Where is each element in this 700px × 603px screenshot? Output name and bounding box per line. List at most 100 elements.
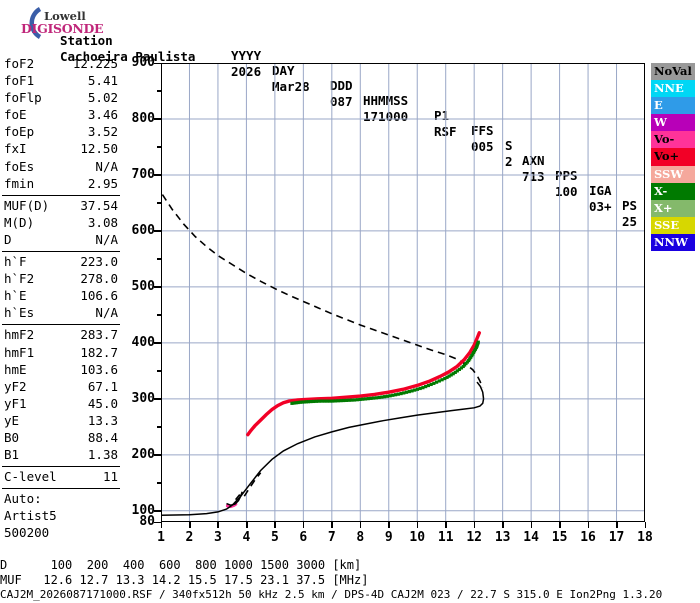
header-label-iga: IGA <box>589 183 612 198</box>
header-label-yyyy: YYYY <box>231 48 262 63</box>
param-row: foE 3.46 <box>0 107 122 124</box>
trace-point <box>469 355 473 359</box>
trace-point <box>344 398 349 402</box>
header-label-axn: AXN <box>522 153 545 168</box>
legend-item-vo[interactable]: Vo- <box>651 131 695 149</box>
param-key: yF1 <box>4 395 27 411</box>
trace-point <box>320 399 324 403</box>
trace-x-extraordinary-trace <box>290 340 480 405</box>
trace-point <box>415 387 420 391</box>
trace-point <box>306 400 310 404</box>
x-axis-major-tick <box>416 522 419 528</box>
legend-item-w[interactable]: W <box>651 114 695 132</box>
param-row: foEs N/A <box>0 159 122 176</box>
x-axis-label-7: 7 <box>327 530 336 545</box>
x-axis-label-5: 5 <box>270 530 279 545</box>
legend-item-x[interactable]: X+ <box>651 199 695 217</box>
y-axis-major-tick <box>154 230 161 233</box>
param-key: foE <box>4 107 27 123</box>
y-axis-major-tick <box>154 174 161 177</box>
param-row: yE 13.3 <box>0 413 122 430</box>
trace-point <box>377 395 381 400</box>
x-axis-label-11: 11 <box>437 530 454 545</box>
param-key: B1 <box>4 447 20 463</box>
x-axis-label-13: 13 <box>494 530 511 545</box>
trace-point <box>457 367 461 372</box>
polarization-legend: NoVal NNE E W Vo- Vo+ SSW X- X+ SSE NNW <box>651 63 695 252</box>
legend-item-x[interactable]: X- <box>651 182 695 200</box>
trace-point <box>472 349 477 353</box>
legend-item-noval[interactable]: NoVal <box>651 63 695 81</box>
param-key: foF2 <box>4 56 35 71</box>
param-key: foF1 <box>4 73 35 89</box>
param-value: 106.6 <box>80 288 118 304</box>
trace-true-height-profile-n-h- <box>161 398 485 517</box>
x-axis-major-tick <box>302 522 305 528</box>
trace-point <box>434 380 439 384</box>
x-axis-label-17: 17 <box>608 530 625 545</box>
param-value: 88.4 <box>87 429 118 445</box>
trace-point <box>292 401 296 405</box>
auto-scaler: Artist5 <box>4 508 57 524</box>
trace-point <box>353 398 357 402</box>
param-group-clevel: C-level 11 <box>0 469 122 486</box>
header-value-day: Mar28 <box>272 79 310 94</box>
trace-point <box>339 399 343 403</box>
y-axis-major-tick <box>154 398 161 400</box>
legend-item-ssw[interactable]: SSW <box>651 165 695 183</box>
param-value: 13.3 <box>87 412 118 428</box>
digisonde-logo: Lowell DIGISONDE <box>18 6 110 40</box>
param-divider <box>2 488 120 490</box>
trace-point <box>363 397 368 401</box>
header-bar: Station YYYY DAY DDD HHMMSS P1 FFS S AXN… <box>0 18 700 229</box>
param-row: h`F 223.0 <box>0 254 122 271</box>
param-row: MUF(D) 37.54 <box>0 198 122 215</box>
trace-point <box>347 398 351 402</box>
ionogram-canvas[interactable] <box>161 63 645 522</box>
param-divider <box>2 466 120 468</box>
param-value: 12.50 <box>80 141 118 157</box>
x-axis-label-12: 12 <box>466 530 482 545</box>
param-row: D N/A <box>0 232 122 249</box>
trace-vo-ordinary-trace <box>246 331 481 437</box>
trace-point <box>333 399 338 403</box>
param-key: yE <box>4 412 20 428</box>
legend-item-e[interactable]: E <box>651 97 695 115</box>
param-group-virtual-heights: h`F 223.0 h`F2 278.0 h`E 106.6 h`Es N/A <box>0 254 122 322</box>
y-axis-label-600: 600 <box>131 222 155 238</box>
param-key: foEs <box>4 158 35 174</box>
legend-item-nnw[interactable]: NNW <box>651 233 695 252</box>
ionogram-plot[interactable] <box>161 63 645 522</box>
param-value: 2.95 <box>87 175 118 191</box>
param-row: foEp 3.52 <box>0 124 122 141</box>
x-axis-major-tick <box>359 522 362 528</box>
x-axis-label-8: 8 <box>356 530 365 545</box>
grid-lines <box>161 63 645 522</box>
trace-point <box>296 400 300 405</box>
param-key: h`F <box>4 254 27 270</box>
header-value-station: Cachoeira Paulista <box>60 49 196 64</box>
y-axis-major-tick <box>154 118 161 121</box>
y-axis-label-80: 80 <box>139 514 155 529</box>
trace-point <box>388 394 392 398</box>
legend-item-sse[interactable]: SSE <box>651 216 695 234</box>
trace-point <box>391 393 395 397</box>
legend-item-nne[interactable]: NNE <box>651 80 695 98</box>
header-value-iga: 03+ <box>589 199 612 214</box>
ionospheric-parameters-table: foF2 12.225 foF1 5.41 foFlp 5.02 foE 3.46 fo… <box>0 56 122 543</box>
param-row: foF2 12.225 <box>0 56 122 73</box>
trace-point <box>331 399 335 403</box>
param-divider <box>2 194 120 196</box>
param-key: hmF1 <box>4 344 35 360</box>
trace-point <box>302 400 306 404</box>
x-axis-label-18: 18 <box>637 530 653 545</box>
trace-point <box>410 389 414 393</box>
trace-point <box>298 400 302 404</box>
trace-point <box>437 379 441 383</box>
y-axis-label-800: 800 <box>131 110 155 126</box>
param-row: foFlp 5.02 <box>0 90 122 107</box>
trace-point <box>383 395 387 399</box>
legend-item-vo[interactable]: Vo+ <box>651 148 695 166</box>
param-value: 37.54 <box>80 197 118 213</box>
trace-point <box>407 389 411 394</box>
